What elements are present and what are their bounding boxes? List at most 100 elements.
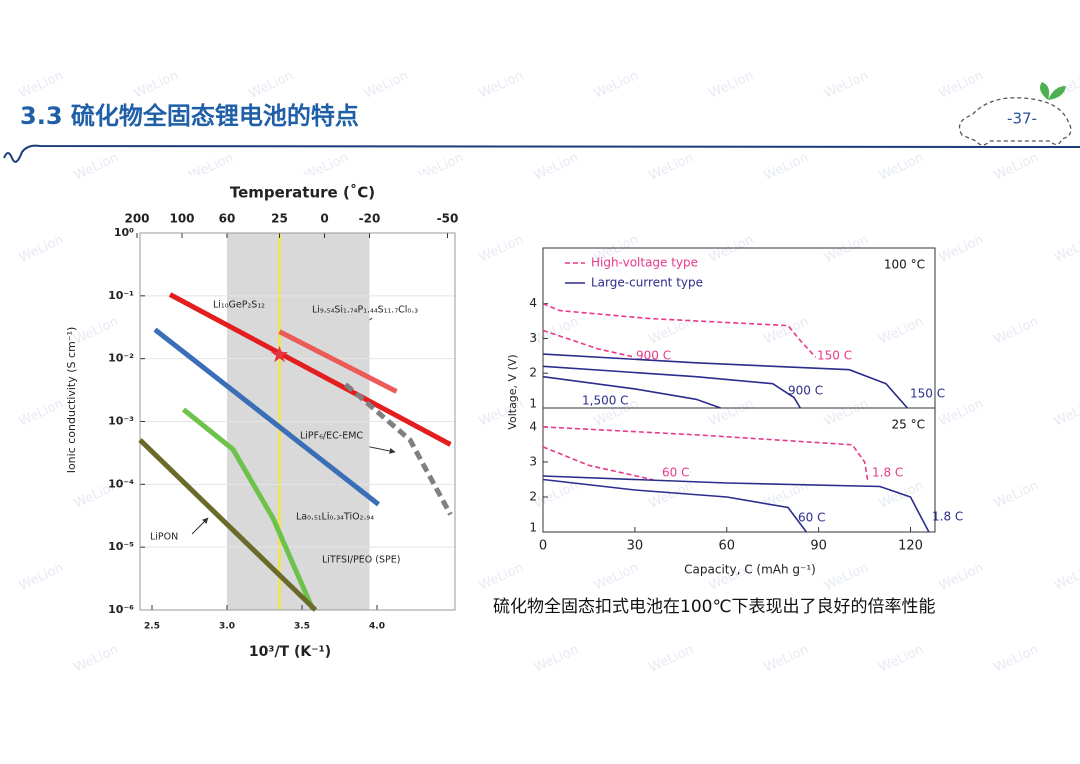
y-tick-label: 4 — [529, 419, 537, 433]
watermark: WeLion — [532, 642, 581, 676]
watermark: WeLion — [362, 68, 411, 102]
watermark: WeLion — [992, 314, 1041, 348]
watermark: WeLion — [937, 396, 986, 430]
watermark: WeLion — [477, 232, 526, 266]
series-label: 60 C — [662, 466, 689, 480]
x-tick-label: 4.0 — [369, 622, 385, 632]
watermark: WeLion — [992, 150, 1041, 184]
watermark: WeLion — [17, 232, 66, 266]
x-tick-label: 3.0 — [219, 622, 235, 632]
arrow — [191, 517, 209, 535]
y-tick-label: 10⁻¹ — [108, 289, 134, 302]
x2-tick-label: 0 — [320, 212, 328, 226]
series-line — [542, 426, 869, 480]
series-label: 1.8 C — [932, 510, 963, 524]
watermark: WeLion — [17, 68, 66, 102]
watermark: WeLion — [762, 150, 811, 184]
watermark: WeLion — [72, 150, 121, 184]
watermark: WeLion — [707, 396, 756, 430]
x2-tick-label: 25 — [271, 212, 288, 226]
y-tick-label: 1 — [529, 397, 537, 411]
series-label: 1.8 C — [872, 466, 903, 480]
panel-label: 25 °C — [892, 418, 925, 432]
watermark: WeLion — [877, 642, 926, 676]
x-tick-label: 90 — [810, 539, 827, 554]
watermark: WeLion — [877, 150, 926, 184]
series-line — [542, 302, 817, 358]
watermark: WeLion — [477, 560, 526, 594]
watermark: WeLion — [822, 396, 871, 430]
x-axis-title: Capacity, C (mAh g⁻¹) — [684, 563, 816, 577]
y-tick-label: 3 — [529, 331, 537, 345]
series-line — [153, 327, 381, 507]
watermark: WeLion — [477, 68, 526, 102]
series-label: 900 C — [636, 349, 671, 363]
legend-label: Large-current type — [591, 276, 703, 290]
x-tick-label: 3.5 — [294, 622, 310, 632]
watermark: WeLion — [992, 478, 1041, 512]
watermark: WeLion — [822, 232, 871, 266]
x-tick-label: 2.5 — [144, 622, 160, 632]
watermark: WeLion — [707, 232, 756, 266]
plot-frame — [542, 407, 936, 533]
watermark: WeLion — [822, 560, 871, 594]
series-label: 150 C — [817, 349, 852, 363]
x2-axis-title: Temperature (˚C) — [230, 184, 375, 202]
x2-tick-label: 60 — [219, 212, 236, 226]
x-axis-title: 10³/T (K⁻¹) — [249, 644, 331, 660]
y-tick-label: 10⁰ — [114, 226, 134, 239]
x-tick-label: 120 — [898, 539, 923, 554]
watermark: WeLion — [762, 642, 811, 676]
plot-frame — [139, 232, 456, 611]
chart: 10⁰ 10⁻¹ 10⁻² 10⁻³ 10⁻⁴ 10⁻⁵ 10⁻⁶ 2.5 3.0 3.5 4.0 2… — [65, 184, 458, 661]
y-tick-label: 3 — [529, 454, 537, 468]
watermark: WeLion — [17, 396, 66, 430]
slide-title: 3.3 硫化物全固态锂电池的特点 — [20, 102, 359, 130]
y-axis-title: Ionic conductivity (S cm⁻¹) — [65, 327, 78, 474]
series-label: LiTFSI/PEO (SPE) — [322, 555, 400, 566]
watermark: WeLion — [707, 68, 756, 102]
y-tick-label: 2 — [529, 366, 537, 380]
series-line — [542, 478, 808, 533]
y-tick-label: 4 — [529, 296, 537, 310]
chart: 1 2 3 4 0 30 60 90 120 60 C 1.8 C 60 C 1.8 C 25 °C Cap… — [529, 407, 963, 577]
watermark: WeLion — [937, 232, 986, 266]
series-label: La₀.₅₁Li₀.₃₄TiO₂.₉₄ — [296, 512, 374, 523]
series-line — [168, 292, 452, 447]
series-label: Li₉.₅₄Si₁.₇₄P₁.₄₄S₁₁.₇Cl₀.₃ — [312, 305, 418, 316]
watermark: WeLion — [532, 150, 581, 184]
y-tick-label: 10⁻⁵ — [108, 540, 134, 553]
watermark: WeLion — [17, 560, 66, 594]
x-tick-label: 0 — [539, 539, 547, 554]
star-marker — [270, 345, 289, 363]
watermark: WeLion — [762, 314, 811, 348]
watermark: WeLion — [992, 642, 1041, 676]
series-line — [343, 382, 453, 516]
watermark: WeLion — [1052, 232, 1080, 266]
page-number: -37- — [1007, 110, 1037, 128]
series-line — [542, 365, 801, 409]
car-icon — [958, 97, 1072, 146]
series-label: LiPON — [150, 532, 178, 543]
series-line — [542, 475, 930, 533]
x2-tick-label: -20 — [359, 212, 381, 226]
watermark: WeLion — [72, 642, 121, 676]
header-rule — [3, 144, 1080, 163]
watermark: WeLion — [1052, 396, 1080, 430]
series-line — [542, 375, 721, 409]
series-line — [181, 407, 315, 610]
x-tick-label: 30 — [627, 539, 644, 554]
watermark: WeLion — [937, 560, 986, 594]
y-tick-label: 10⁻³ — [108, 415, 134, 428]
watermark: WeLion — [247, 68, 296, 102]
watermark: WeLion — [532, 314, 581, 348]
watermark: WeLion — [132, 68, 181, 102]
y-tick-label: 10⁻² — [108, 352, 134, 365]
series-label: 60 C — [798, 511, 825, 525]
watermark: WeLion — [1052, 560, 1080, 594]
watermark: WeLion — [647, 478, 696, 512]
caption: 硫化物全固态扣式电池在100℃下表现出了良好的倍率性能 — [493, 597, 936, 617]
legend-label: High-voltage type — [591, 256, 698, 270]
